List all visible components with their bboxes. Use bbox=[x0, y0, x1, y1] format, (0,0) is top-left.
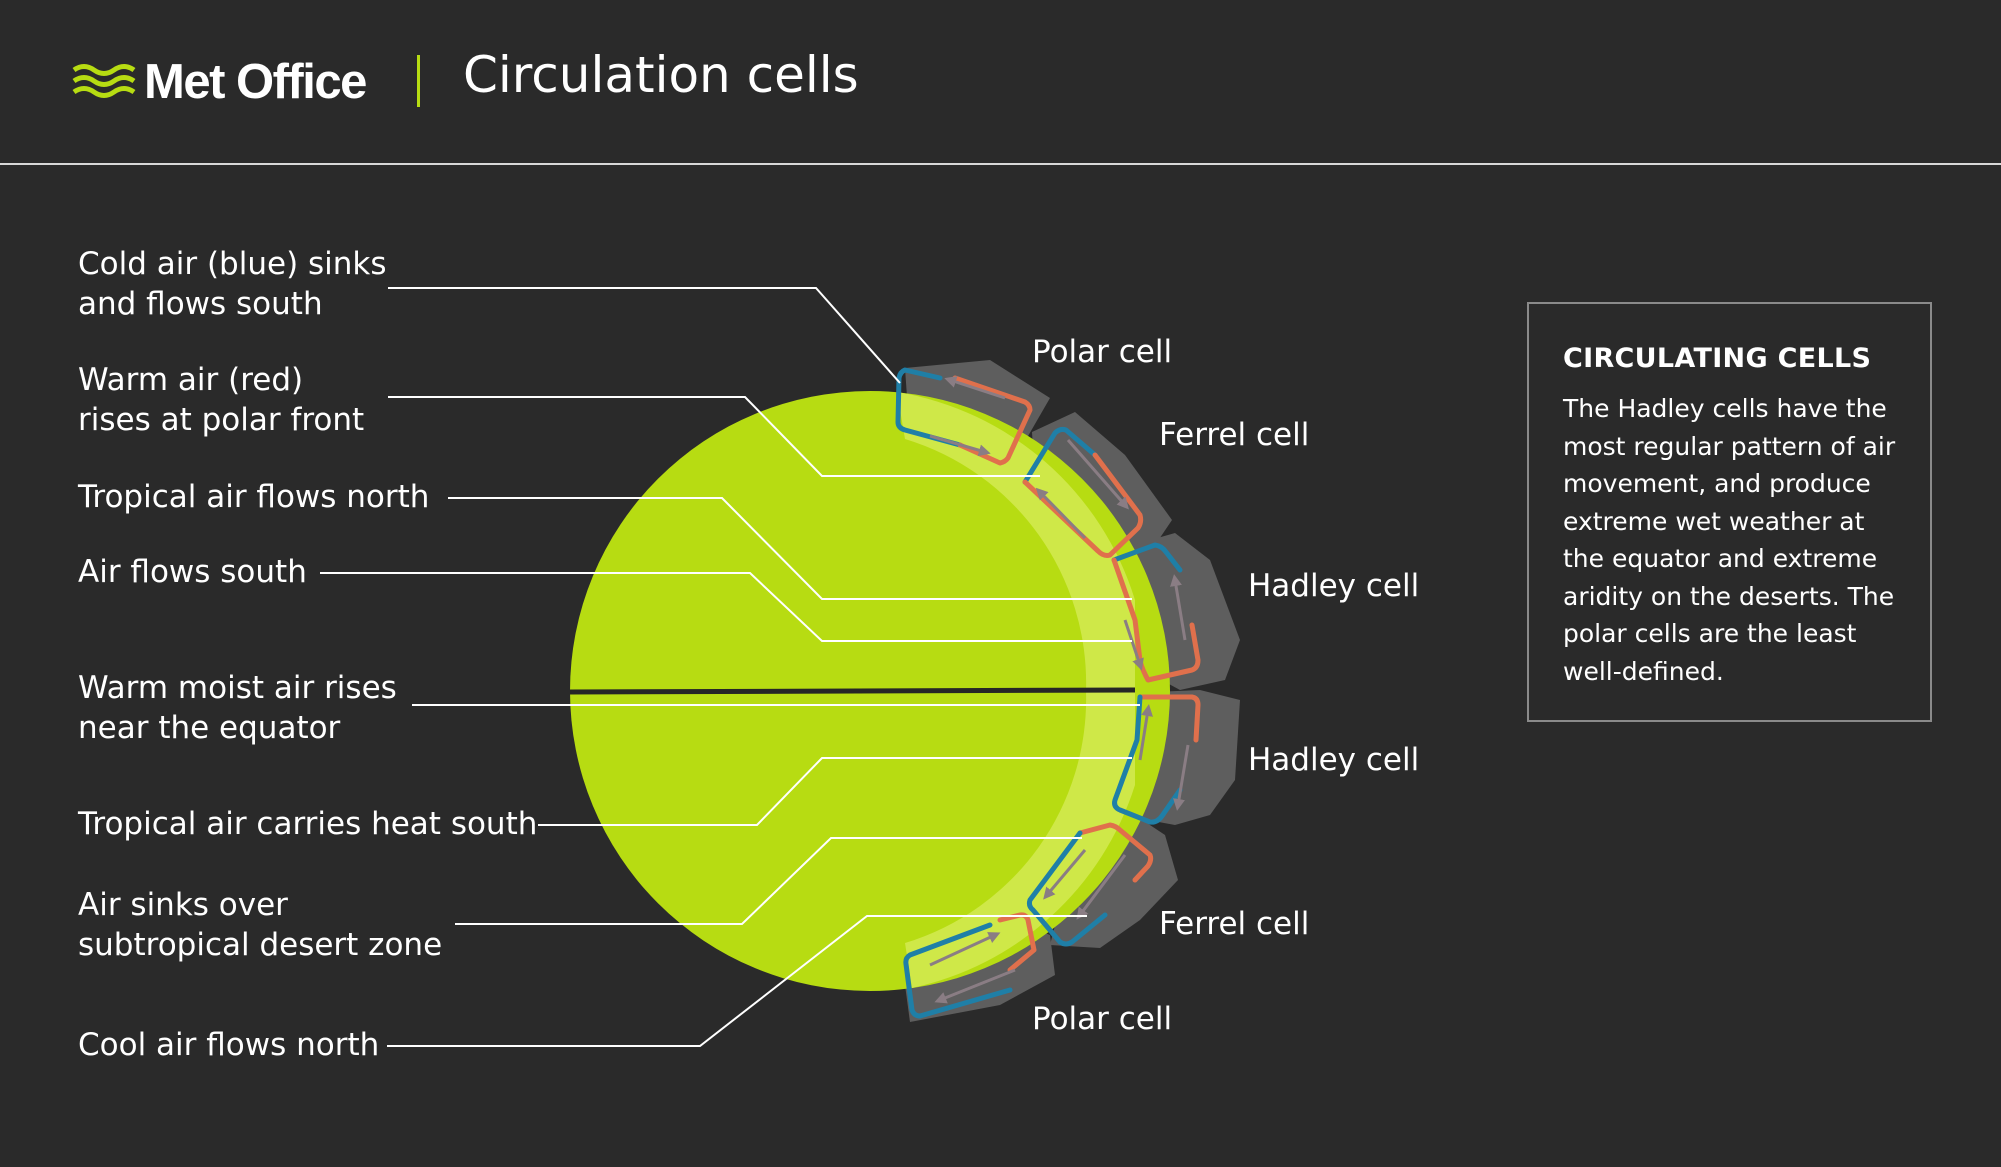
callout-warm-air-rises: Warm air (red) rises at polar front bbox=[78, 360, 364, 440]
callout-tropical-air-north: Tropical air flows north bbox=[78, 479, 430, 515]
callout-warm-air-rises-line1: Warm air (red) bbox=[78, 362, 304, 398]
label-ferrel-cell-south: Ferrel cell bbox=[1159, 906, 1310, 942]
leader-cold-air-sinks bbox=[388, 287, 901, 384]
ferrel-south-cold bbox=[1026, 830, 1108, 947]
arrow-hadley-south-outer bbox=[1173, 744, 1190, 811]
arrow-polar-north-bottom bbox=[929, 434, 991, 457]
label-hadley-cell-north: Hadley cell bbox=[1248, 568, 1420, 604]
hadley-south-cold bbox=[1112, 694, 1183, 825]
ferrel-north-cold bbox=[1022, 426, 1098, 485]
info-box-body: The Hadley cells have the most regular p… bbox=[1563, 394, 1896, 686]
equator-line bbox=[569, 687, 1136, 695]
polar-north-warm bbox=[952, 375, 1033, 466]
callout-warm-moist-air-line2: near the equator bbox=[78, 710, 341, 746]
arrow-hadley-south-inner bbox=[1138, 704, 1153, 761]
leader-tropical-air-north bbox=[448, 497, 1132, 600]
leader-air-flows-south bbox=[320, 572, 1132, 642]
callout-air-sinks-desert-line2: subtropical desert zone bbox=[78, 927, 443, 963]
label-hadley-cell-south: Hadley cell bbox=[1248, 742, 1420, 778]
info-box: CIRCULATING CELLS The Hadley cells have … bbox=[1527, 302, 1932, 722]
callout-cold-air-sinks: Cold air (blue) sinks and flows south bbox=[78, 244, 387, 324]
cell-outlines bbox=[895, 367, 1201, 1019]
arrow-polar-north-top bbox=[944, 376, 1006, 400]
header: Met Office Circulation cells bbox=[0, 0, 2001, 165]
arrow-hadley-north-inner bbox=[1123, 619, 1144, 671]
ferrel-north-warm bbox=[1022, 452, 1144, 558]
page-title: Circulation cells bbox=[463, 46, 859, 104]
callout-warm-moist-air-line1: Warm moist air rises bbox=[78, 670, 397, 706]
callout-cold-air-sinks-line2: and flows south bbox=[78, 286, 323, 322]
callout-cool-air-north: Cool air flows north bbox=[78, 1027, 380, 1063]
callout-warm-moist-air: Warm moist air rises near the equator bbox=[78, 668, 397, 748]
leader-air-sinks-desert bbox=[455, 837, 1082, 925]
polar-north-cold bbox=[895, 367, 963, 448]
leader-warm-air-rises bbox=[388, 396, 1040, 477]
label-polar-cell-south: Polar cell bbox=[1032, 1001, 1173, 1037]
leader-lines bbox=[320, 287, 1140, 1047]
flow-arrows bbox=[929, 376, 1190, 1004]
header-divider bbox=[417, 55, 420, 107]
arrow-ferrel-south-outer bbox=[1076, 854, 1127, 920]
callout-air-sinks-desert: Air sinks over subtropical desert zone bbox=[78, 885, 442, 965]
brand-name: Met Office bbox=[144, 55, 367, 109]
waves-icon bbox=[72, 64, 136, 98]
callout-air-flows-south: Air flows south bbox=[78, 554, 307, 590]
arrow-polar-south-inner bbox=[929, 932, 1001, 967]
arrow-ferrel-north-top bbox=[1066, 439, 1129, 510]
label-polar-cell-north: Polar cell bbox=[1032, 334, 1173, 370]
leader-tropical-heat-south bbox=[538, 757, 1132, 826]
info-box-title: CIRCULATING CELLS bbox=[1563, 343, 1872, 374]
label-ferrel-cell-north: Ferrel cell bbox=[1159, 417, 1310, 453]
arrow-polar-south-outer bbox=[934, 968, 1016, 1004]
polar-south-cold bbox=[903, 922, 1013, 1019]
hadley-north-cold bbox=[1111, 542, 1183, 573]
callout-warm-air-rises-line2: rises at polar front bbox=[78, 402, 365, 438]
arrow-ferrel-north-bottom bbox=[1035, 487, 1087, 540]
ferrel-south-warm bbox=[1077, 822, 1154, 883]
callout-air-sinks-desert-line1: Air sinks over bbox=[78, 887, 288, 923]
hadley-south-warm bbox=[1137, 694, 1201, 743]
callout-cold-air-sinks-line1: Cold air (blue) sinks bbox=[78, 246, 387, 282]
arrow-hadley-north-outer bbox=[1170, 574, 1187, 641]
met-office-logo: Met Office bbox=[72, 52, 367, 112]
arrow-ferrel-south-inner bbox=[1043, 849, 1087, 900]
callout-tropical-heat-south: Tropical air carries heat south bbox=[78, 806, 538, 842]
leader-cool-air-north bbox=[387, 915, 1087, 1047]
